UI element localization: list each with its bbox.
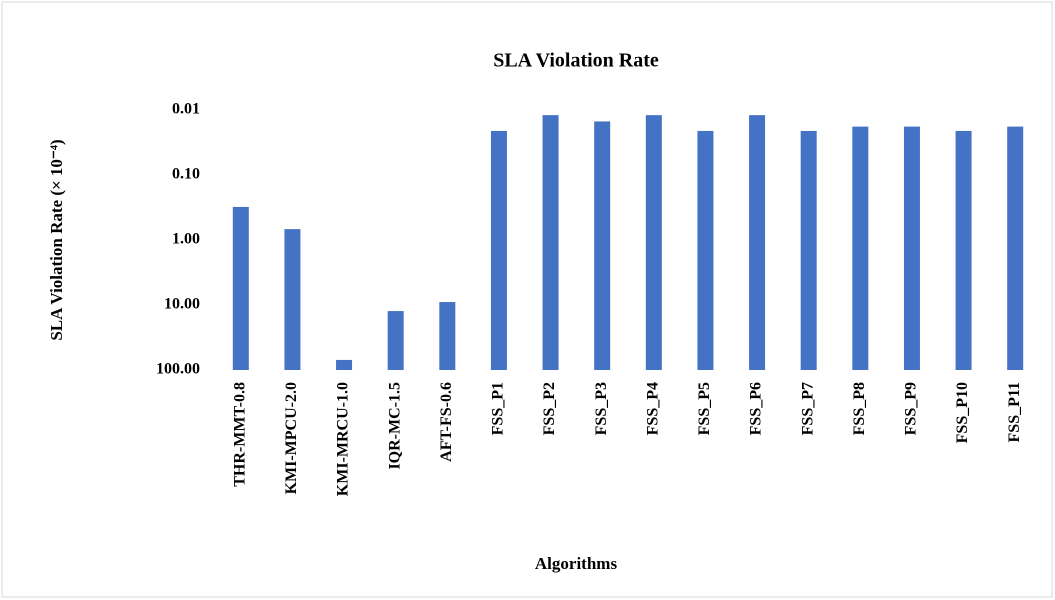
x-tick-label: FSS_P10 — [954, 382, 971, 443]
y-tick-label: 10.00 — [164, 296, 200, 313]
x-tick-label: THR-MMT-0.8 — [231, 382, 248, 487]
x-tick-label: FSS_P2 — [541, 382, 558, 435]
x-tick-label: FSS_P6 — [748, 382, 765, 435]
x-tick-label: KMI-MRCU-1.0 — [335, 382, 352, 496]
x-tick-label: FSS_P1 — [490, 382, 507, 435]
bar — [490, 130, 507, 370]
x-tick-label: KMI-MPCU-2.0 — [283, 382, 300, 494]
y-axis-label: SLA Violation Rate (× 10⁻⁴) — [47, 139, 66, 340]
y-tick-label: 1.00 — [172, 231, 200, 248]
x-axis-label: Algorithms — [535, 554, 618, 573]
bar — [852, 126, 869, 370]
bar — [387, 311, 404, 370]
bar — [903, 126, 920, 370]
x-tick-label: FSS_P5 — [696, 382, 713, 435]
bar — [284, 229, 301, 370]
chart-title: SLA Violation Rate — [493, 50, 659, 72]
bar — [1007, 126, 1024, 370]
bar — [439, 302, 456, 370]
x-tick-label: FSS_P3 — [593, 382, 610, 435]
bar — [594, 121, 611, 371]
bar — [697, 130, 714, 370]
x-tick-label: FSS_P11 — [1006, 382, 1023, 442]
bar — [336, 359, 353, 370]
x-tick-label: IQR-MC-1.5 — [386, 382, 403, 470]
x-tick-label: AFT-FS-0.6 — [438, 382, 455, 462]
bar — [542, 115, 559, 370]
bar — [800, 130, 817, 370]
bar — [955, 130, 972, 370]
y-tick-label: 0.01 — [172, 101, 200, 118]
x-tick-label: FSS_P9 — [903, 382, 920, 435]
bar — [749, 115, 766, 370]
y-tick-label: 0.10 — [172, 166, 200, 183]
x-tick-label: FSS_P7 — [799, 382, 816, 435]
y-tick-label: 100.00 — [156, 361, 200, 378]
bar — [232, 206, 249, 370]
x-tick-label: FSS_P8 — [851, 382, 868, 435]
bar — [645, 115, 662, 370]
x-tick-label: FSS_P4 — [644, 382, 661, 435]
